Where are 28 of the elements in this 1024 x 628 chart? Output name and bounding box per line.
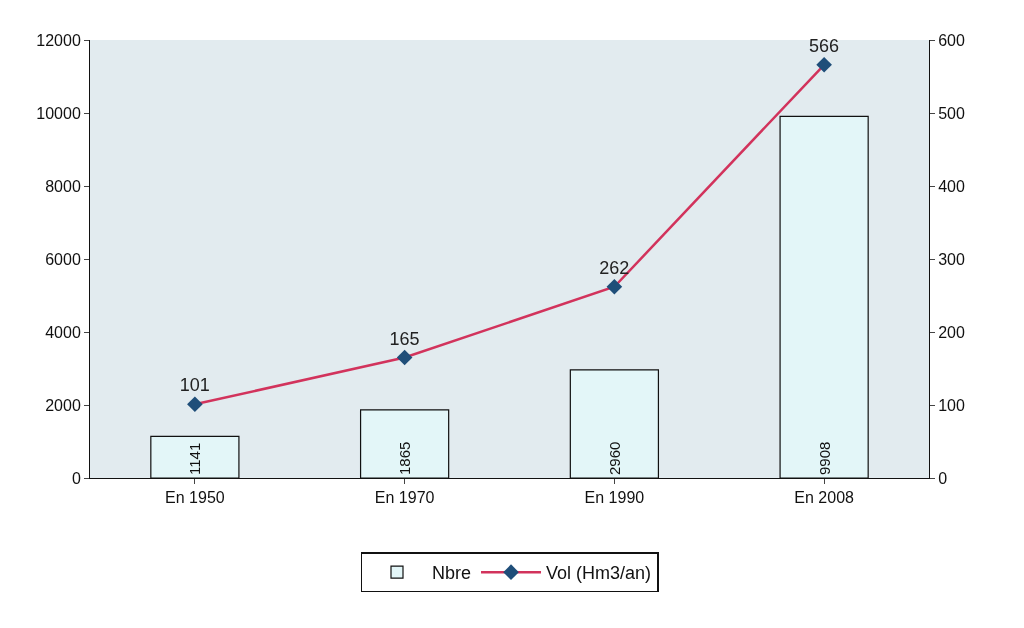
- x-tick-label: En 2008: [794, 489, 855, 507]
- data-label: 165: [389, 328, 420, 349]
- data-label: 1865: [396, 441, 414, 475]
- y-tick-label: 12000: [36, 31, 81, 49]
- y2-tick-label: 100: [938, 396, 965, 414]
- x-tick-label: En 1970: [374, 489, 435, 507]
- data-label: 9908: [815, 441, 833, 475]
- data-label: 2960: [605, 441, 623, 475]
- data-label: 262: [599, 257, 630, 278]
- y2-tick-label: 600: [938, 31, 965, 49]
- y-tick-label: 4000: [45, 323, 81, 341]
- y2-tick-label: 0: [938, 469, 948, 487]
- x-tick-label: En 1990: [584, 489, 645, 507]
- data-label: 566: [809, 35, 840, 56]
- x-tick-label: En 1950: [165, 489, 225, 507]
- y2-tick-label: 400: [938, 177, 965, 195]
- y-tick-label: 2000: [45, 396, 81, 414]
- y-tick-label: 0: [71, 469, 81, 487]
- y-tick-label: 10000: [36, 104, 81, 122]
- y2-tick-label: 500: [938, 104, 965, 122]
- y-tick-label: 8000: [45, 177, 81, 195]
- data-label: 1141: [186, 442, 204, 475]
- y-tick-label: 6000: [45, 250, 81, 268]
- data-label: 101: [179, 375, 210, 396]
- legend-label: Vol (Hm3/an): [546, 563, 652, 584]
- legend-label: Nbre: [432, 563, 472, 584]
- y2-tick-label: 300: [938, 250, 965, 268]
- y2-tick-label: 200: [938, 323, 965, 341]
